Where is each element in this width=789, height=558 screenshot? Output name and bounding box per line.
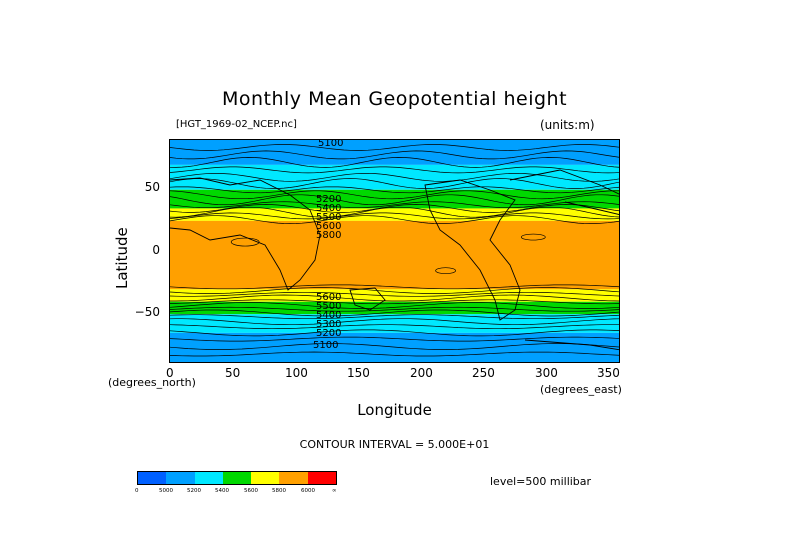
height-band: [170, 208, 619, 221]
ytick-label: −50: [134, 305, 160, 319]
coastline: [170, 177, 321, 291]
x-axis-unit: (degrees_east): [540, 383, 622, 396]
contour-line: [170, 144, 619, 151]
contour-line: [170, 309, 619, 317]
file-label: [HGT_1969-02_NCEP.nc]: [176, 119, 297, 130]
level-label: level=500 millibar: [490, 475, 592, 488]
contour-label: 5100: [313, 340, 338, 351]
contour-line: [170, 194, 619, 206]
ytick-label: 50: [144, 180, 160, 194]
coastline: [524, 339, 619, 351]
xtick-label: 350: [597, 366, 620, 380]
contour-interval-label: CONTOUR INTERVAL = 5.000E+01: [299, 438, 490, 451]
y-axis-label: Latitude: [113, 227, 131, 289]
colorbar-label: 5600: [244, 488, 258, 494]
colorbar-segment: [194, 472, 223, 484]
colorbar-label: 5800: [272, 488, 286, 494]
contour-label: 5500: [316, 301, 341, 312]
colorbar-label: 0: [135, 488, 139, 494]
closed-contour: [435, 267, 456, 275]
contour-line: [170, 186, 619, 194]
contour-label: 5100: [318, 140, 343, 149]
xtick-label: 150: [347, 366, 370, 380]
colorbar-segment: [251, 472, 280, 484]
contour-line: [170, 206, 619, 218]
contour-line: [170, 318, 619, 326]
contour-line: [170, 172, 619, 182]
contour-line: [170, 336, 619, 342]
xtick-label: 50: [225, 366, 241, 380]
contour-line: [170, 302, 619, 309]
colorbar-label: 5000: [159, 488, 173, 494]
contour-line: [170, 287, 619, 294]
contour-line: [170, 178, 619, 189]
contour-line: [170, 150, 619, 160]
contour-label: 5600: [316, 292, 341, 303]
chart-title: Monthly Mean Geopotential height: [221, 88, 568, 110]
colorbar-label: 5200: [187, 488, 201, 494]
height-band: [170, 301, 619, 315]
xtick-label: 250: [472, 366, 495, 380]
contour-line: [170, 294, 619, 302]
contour-label: 5200: [316, 194, 341, 205]
units-label: (units:m): [540, 118, 595, 132]
contour-label: 5400: [316, 203, 341, 214]
colorbar-label: 5400: [215, 488, 229, 494]
height-band: [170, 314, 619, 333]
coastline: [349, 287, 386, 311]
colorbar-segment: [166, 472, 195, 484]
contour-line: [170, 215, 619, 224]
xtick-label: 200: [410, 366, 433, 380]
coastline: [424, 179, 521, 321]
geopotential-map: 5100510052005400550056005800560055005400…: [170, 140, 619, 362]
closed-contour: [520, 233, 546, 241]
closed-contour: [230, 237, 260, 247]
contour-line: [170, 324, 619, 330]
contour-line: [170, 343, 619, 350]
coastline: [509, 169, 619, 195]
contour-line: [170, 291, 619, 297]
height-band: [170, 289, 619, 302]
xtick-label: 0: [166, 366, 174, 380]
contour-label: 5800: [316, 230, 341, 241]
contour-line: [170, 212, 619, 220]
contour-line: [170, 306, 619, 312]
height-band: [170, 164, 619, 190]
x-axis-label: Longitude: [357, 401, 432, 419]
colorbar-segment: [279, 472, 308, 484]
contour-line: [170, 201, 619, 209]
contour-line: [170, 351, 619, 357]
contour-label: 5600: [316, 221, 341, 232]
contour-line: [170, 157, 619, 168]
contour-line: [170, 166, 619, 174]
xtick-label: 300: [535, 366, 558, 380]
height-band: [170, 220, 619, 290]
colorbar-segment: [307, 472, 336, 484]
xtick-label: 100: [285, 366, 308, 380]
colorbar-segment: [138, 472, 167, 484]
colorbar-label: 6000: [301, 488, 315, 494]
coastline: [564, 201, 619, 215]
contour-label: 5200: [316, 328, 341, 339]
contour-line: [170, 190, 619, 200]
map-plot-area: 5100 5100 5200 5400 5500 5600 5800 5600 5500 5400…: [169, 139, 620, 363]
contour-label: 5300: [316, 319, 341, 330]
colorbar-segment: [222, 472, 252, 484]
colorbar-label: ∞: [332, 488, 337, 494]
y-axis-unit: (degrees_north): [108, 376, 196, 389]
contour-line: [170, 314, 619, 320]
ytick-label: 0: [152, 243, 160, 257]
contour-label: 5500: [316, 212, 341, 223]
colorbar: [137, 471, 337, 485]
contour-label: 5400: [316, 310, 341, 321]
contour-line: [170, 204, 619, 213]
contour-line: [170, 284, 619, 290]
contour-line: [170, 299, 619, 305]
contour-line: [170, 329, 619, 337]
